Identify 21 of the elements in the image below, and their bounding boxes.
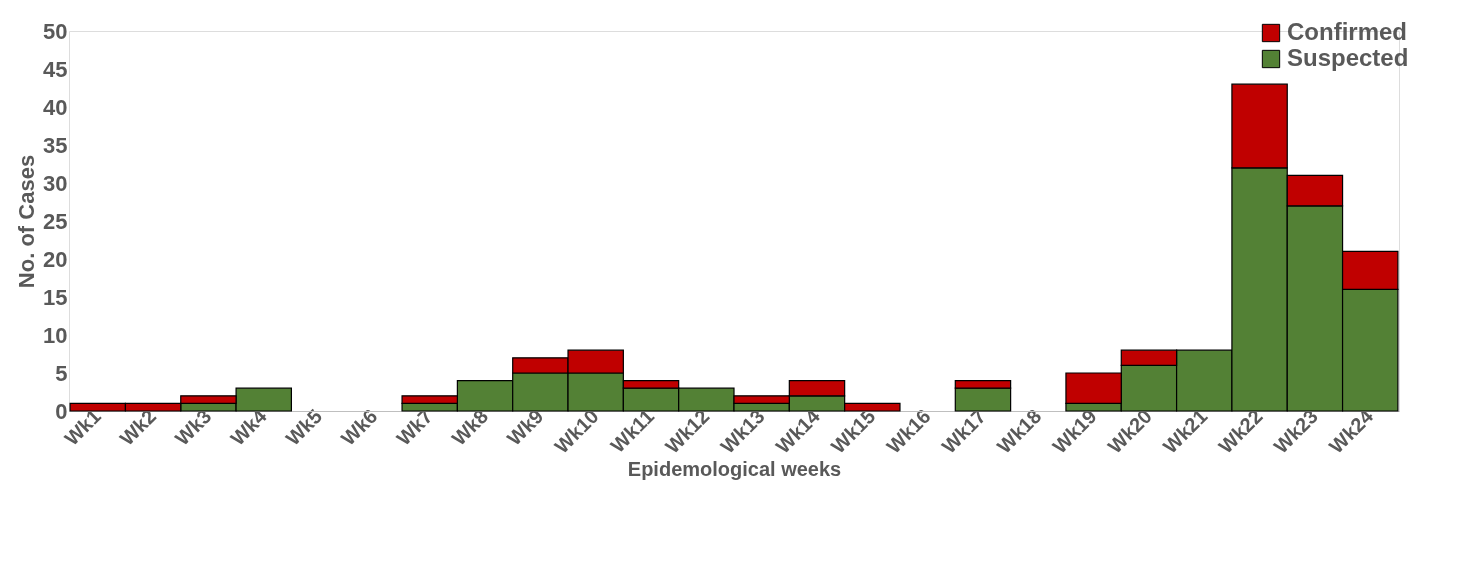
x-tick-label: Wk6 <box>336 405 382 450</box>
y-tick-label: 10 <box>43 322 68 348</box>
y-tick-label: 25 <box>43 208 68 234</box>
legend-label: Suspected <box>1287 44 1409 71</box>
y-axis-title: No. of Cases <box>14 154 40 289</box>
x-tick-label: Wk3 <box>170 405 216 450</box>
x-axis-title: Epidemological weeks <box>627 457 842 480</box>
x-tick-label: Wk2 <box>115 405 161 450</box>
y-tick-label: 5 <box>55 360 68 386</box>
x-tick-label: Wk9 <box>502 405 548 450</box>
y-tick-label: 20 <box>43 246 68 272</box>
y-tick-label: 30 <box>43 170 68 196</box>
x-tick-label: Wk7 <box>392 405 437 450</box>
x-tick-label: Wk4 <box>226 404 272 450</box>
y-tick-label: 40 <box>43 94 68 120</box>
legend-label: Confirmed <box>1287 18 1407 45</box>
y-tick-label: 15 <box>43 284 68 310</box>
y-tick-label: 50 <box>43 18 68 44</box>
x-tick-label: Wk8 <box>447 405 493 450</box>
y-tick-label: 45 <box>43 56 68 82</box>
y-tick-label: 35 <box>43 132 68 158</box>
